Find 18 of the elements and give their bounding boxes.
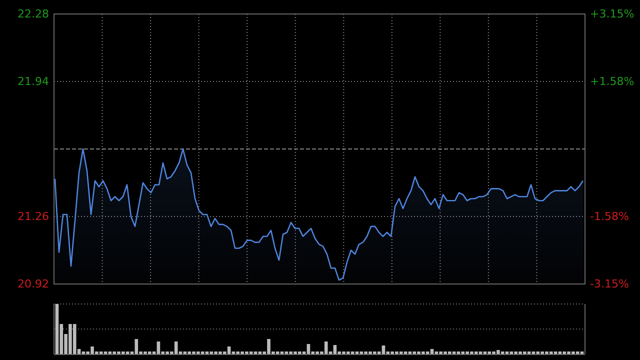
bar (430, 349, 434, 354)
y-tick-label: 21.94 (18, 75, 49, 88)
bar (306, 344, 310, 354)
bar (134, 339, 138, 354)
y2-tick-label: +1.58% (590, 74, 634, 88)
y2-tick-label: -1.58% (590, 210, 629, 224)
y-tick-label: 22.28 (18, 8, 49, 21)
y-tick-label: 20.92 (18, 278, 49, 291)
bar (333, 345, 337, 354)
bar (382, 346, 386, 354)
bar (227, 346, 231, 354)
y2-tick-label: +3.15% (590, 8, 634, 21)
y-tick-label: 21.26 (18, 210, 49, 224)
bar (72, 324, 76, 354)
bar (156, 342, 160, 354)
bar (324, 342, 328, 354)
y2-tick-label: -3.15% (590, 278, 629, 291)
bar (174, 342, 178, 354)
